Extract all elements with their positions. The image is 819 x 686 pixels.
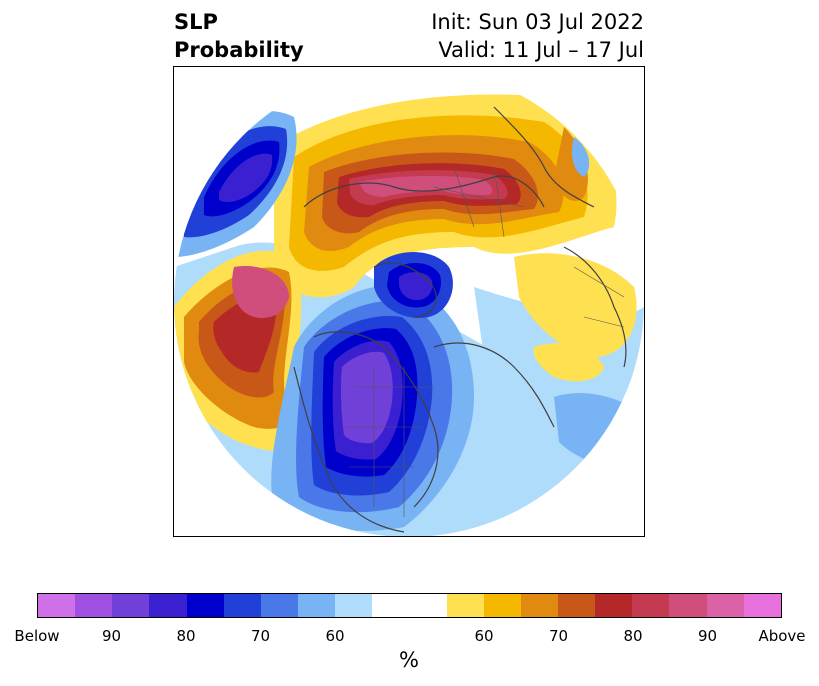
colorbar-segment [446, 594, 484, 617]
colorbar-segment [372, 594, 410, 617]
colorbar-segment [706, 594, 744, 617]
colorbar-segment [632, 594, 670, 617]
colorbar-tick-label: 70 [250, 627, 271, 645]
colorbar-tick-label: 80 [176, 627, 196, 645]
colorbar-tick-label: 60 [325, 627, 345, 645]
colorbar-segment [557, 594, 596, 617]
polar-projection-map [174, 67, 644, 536]
probability-map [173, 66, 645, 537]
init-date: Init: Sun 03 Jul 2022 [431, 10, 644, 34]
colorbar-segment [409, 594, 447, 617]
colorbar-tick-label: Below [14, 627, 60, 645]
colorbar-segment [149, 594, 187, 617]
colorbar-segment [483, 594, 521, 617]
colorbar-segment [223, 594, 261, 617]
title-line-1: SLP [174, 10, 218, 34]
colorbar-segment [112, 594, 150, 617]
probability-colorbar [37, 593, 782, 618]
colorbar-tick-label: 80 [623, 627, 643, 645]
colorbar-segment [335, 594, 373, 617]
colorbar-tick-label: Above [758, 627, 806, 645]
colorbar-segment [75, 594, 113, 617]
colorbar-tick-label: 90 [101, 627, 122, 645]
coastlines [293, 106, 627, 533]
date-info: Init: Sun 03 Jul 2022 Valid: 11 Jul – 17… [431, 8, 644, 64]
probability-shading [174, 67, 644, 536]
valid-range: Valid: 11 Jul – 17 Jul [438, 38, 644, 62]
colorbar-segment [297, 594, 336, 617]
colorbar-tick-label: 90 [697, 627, 718, 645]
colorbar-segment [669, 594, 707, 617]
colorbar-tick-label: 70 [548, 627, 569, 645]
colorbar-segment [595, 594, 633, 617]
colorbar-segment [520, 594, 558, 617]
units-label: % [399, 648, 419, 672]
colorbar-segment [260, 594, 298, 617]
colorbar-tick-label: 60 [474, 627, 494, 645]
colorbar-segment [743, 594, 781, 617]
colorbar-segment [186, 594, 224, 617]
map-title: SLP Probability [174, 8, 304, 64]
title-line-2: Probability [174, 38, 304, 62]
colorbar-segment [38, 594, 76, 617]
borders [344, 166, 625, 517]
